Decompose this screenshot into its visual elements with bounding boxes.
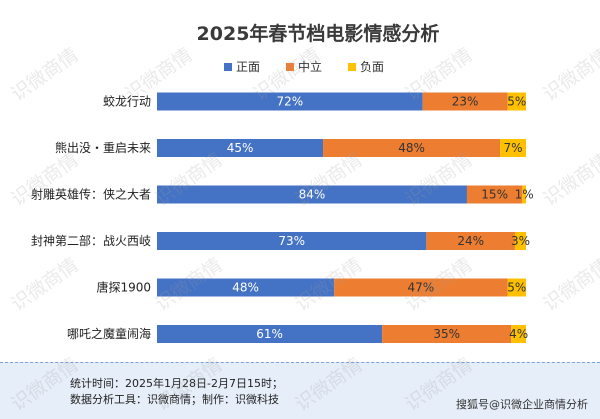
bar-segment [157, 139, 324, 157]
data-label: 35% [433, 327, 460, 341]
category-label: 射雕英雄传：侠之大者 [31, 187, 151, 202]
bar-segment [382, 325, 512, 343]
bar-segment [422, 92, 508, 111]
bar-segment [511, 325, 526, 343]
category-label: 哪吒之魔童闹海 [67, 326, 151, 341]
data-label: 4% [509, 327, 528, 341]
footer-credit: 搜狐号@识微企业商情分析 [456, 398, 588, 411]
data-label: 45% [227, 141, 254, 155]
bar-segment [334, 278, 508, 297]
data-label: 15% [481, 188, 508, 202]
bars [157, 92, 526, 343]
data-label: 5% [507, 95, 526, 109]
bar-segment [507, 278, 526, 297]
bar-segment [323, 139, 501, 157]
bar-segment [157, 325, 383, 343]
footer: 统计时间：2025年1月28日-2月7日15时； 数据分析工具：识微商情；制作：… [0, 362, 600, 419]
category-label: 封神第二部：战火西岐 [31, 233, 151, 248]
category-label: 蛟龙行动 [103, 94, 151, 109]
data-label: 84% [299, 188, 326, 202]
bar-segment [157, 185, 467, 204]
data-label: 7% [504, 141, 523, 155]
legend-label-2: 负面 [360, 60, 384, 74]
legend-label-0: 正面 [236, 60, 260, 74]
chart-title: 2025年春节档电影情感分析 [197, 22, 440, 45]
legend-swatch-1 [286, 63, 294, 71]
data-label: 24% [457, 234, 484, 248]
data-label: 3% [511, 234, 530, 248]
bar-segment [157, 278, 335, 297]
data-label: 73% [278, 234, 305, 248]
data-label: 48% [232, 281, 259, 295]
bar-segment [507, 92, 526, 111]
bar-labels: 72% 23% 5% 45% 48% 7% 84% 15% 1% 73% 24% 3% 48% 47% 5%… [227, 95, 534, 342]
category-label: 熊出没・重启未来 [55, 140, 151, 155]
bar-segment [466, 185, 523, 204]
legend-swatch-2 [348, 63, 356, 71]
footer-tools: 数据分析工具：识微商情；制作：识微科技 [70, 393, 279, 406]
chart-canvas: 2025年春节档电影情感分析 正面 中立 负面 蛟龙行动熊出没・重启未来射雕英雄传：… [31, 22, 534, 343]
bar-segment [522, 185, 526, 204]
data-label: 72% [277, 95, 304, 109]
legend: 正面 中立 负面 [224, 59, 384, 74]
bar-segment [426, 232, 515, 250]
data-label: 48% [398, 141, 425, 155]
data-label: 61% [256, 327, 283, 341]
bar-segment [514, 232, 526, 250]
data-label: 5% [507, 281, 526, 295]
bar-segment [157, 232, 427, 250]
bar-segment [157, 92, 423, 111]
bar-segment [500, 139, 526, 157]
data-label: 47% [407, 281, 434, 295]
legend-swatch-0 [224, 63, 232, 71]
legend-label-1: 中立 [298, 59, 322, 74]
category-label: 唐探1900 [96, 280, 151, 295]
data-label: 23% [452, 95, 479, 109]
footer-stat-time: 统计时间：2025年1月28日-2月7日15时； [70, 377, 283, 390]
data-label: 1% [515, 188, 534, 202]
